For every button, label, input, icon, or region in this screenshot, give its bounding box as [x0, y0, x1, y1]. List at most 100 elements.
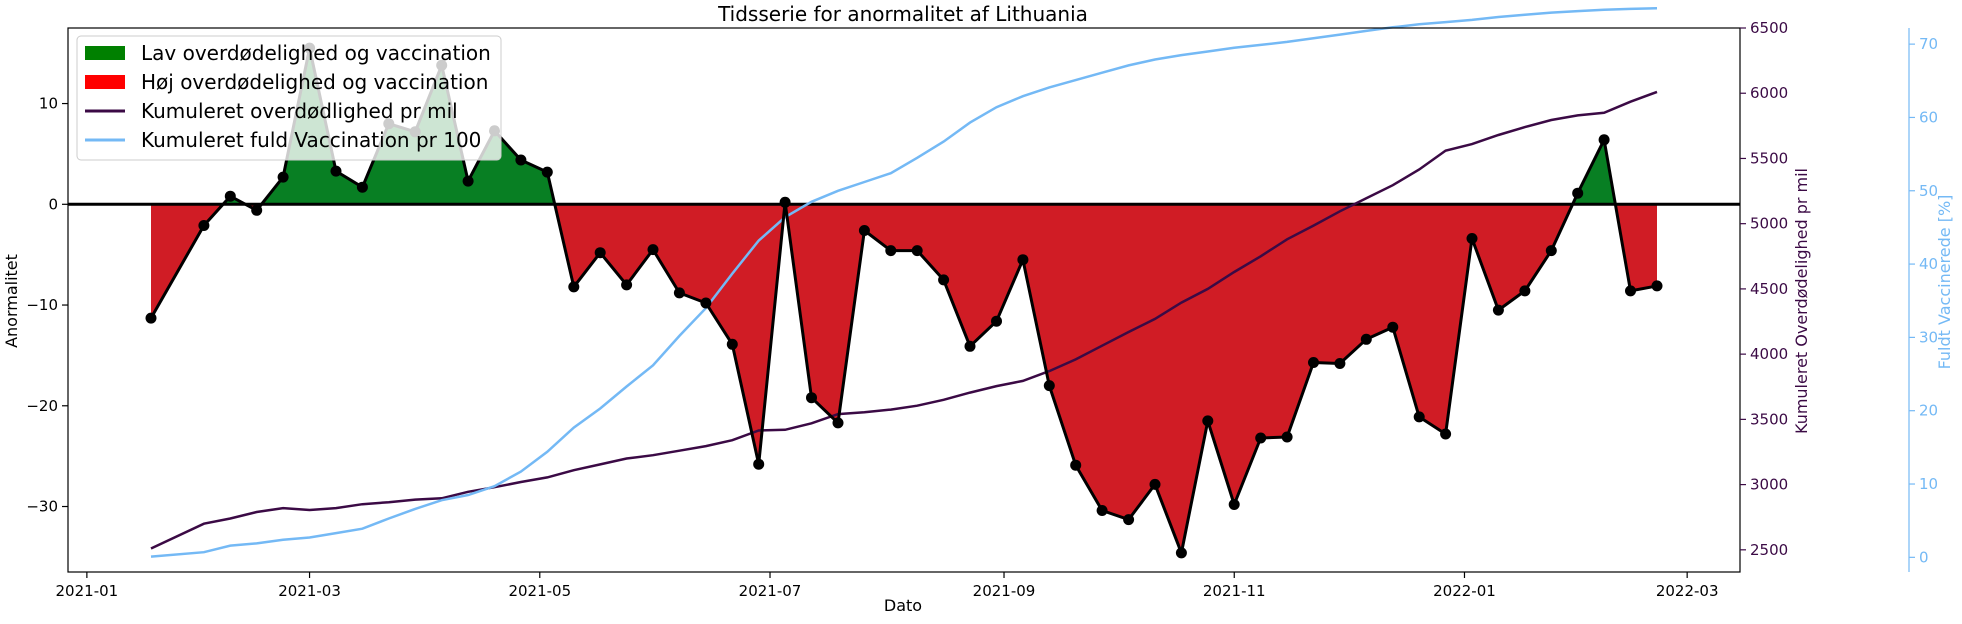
y-tick-label-right2: 10 — [1919, 475, 1938, 493]
y-tick-label-right: 3000 — [1750, 476, 1788, 494]
anomaly-point — [1281, 431, 1293, 443]
y-tick-label-left: 10 — [39, 95, 58, 113]
anomaly-point — [594, 247, 606, 259]
y-tick-label-right: 6000 — [1750, 84, 1788, 102]
x-tick-label: 2022-03 — [1656, 582, 1719, 600]
anomaly-point — [647, 244, 659, 256]
y-tick-label-left: −20 — [26, 397, 58, 415]
y-tick-label-right: 4000 — [1750, 345, 1788, 363]
anomaly-point — [911, 245, 923, 257]
anomaly-point — [1308, 357, 1319, 368]
anomaly-point — [1545, 245, 1557, 257]
y-tick-label-right2: 60 — [1919, 108, 1938, 126]
anomaly-point — [330, 165, 342, 177]
legend-label: Høj overdødelighed og vaccination — [141, 70, 488, 94]
anomaly-point — [1466, 233, 1478, 244]
low-excess-area — [1572, 139, 1616, 205]
y-tick-label-left: 0 — [48, 195, 58, 213]
anomaly-point — [1387, 321, 1399, 333]
anomaly-point — [145, 312, 157, 324]
anomaly-point — [885, 245, 897, 257]
y-tick-label-right: 2500 — [1750, 541, 1788, 559]
anomaly-point — [1017, 254, 1029, 266]
anomaly-point — [1572, 187, 1584, 199]
legend: Lav overdødelighed og vaccination Høj ove… — [76, 35, 502, 161]
anomaly-point — [1625, 285, 1636, 297]
y-tick-label-left: −30 — [26, 498, 58, 516]
anomaly-point — [224, 190, 236, 202]
anomaly-point — [251, 204, 263, 216]
x-tick-label: 2021-11 — [1203, 582, 1266, 600]
anomaly-point — [1255, 432, 1267, 444]
x-tick-label: 2021-07 — [739, 582, 802, 600]
legend-swatch — [85, 75, 125, 89]
high-excess-area — [554, 204, 785, 465]
anomaly-point — [1651, 280, 1663, 292]
cumulative-excess-line — [150, 90, 1658, 550]
anomaly-point — [621, 279, 633, 291]
y-axis-label-left: Anormalitet — [2, 254, 21, 348]
plot-layer: 2021-01 2021-03 2021-05 2021-07 2021-09 2021-… — [26, 6, 1938, 600]
x-tick-label: 2021-05 — [508, 582, 571, 600]
legend-label: Kumuleret overdødlighed pr mil — [141, 99, 458, 123]
y-tick-label-right: 4500 — [1750, 280, 1788, 298]
anomaly-point — [541, 166, 553, 178]
anomaly-point — [1202, 415, 1214, 427]
anomaly-point — [779, 196, 791, 208]
anomaly-point — [991, 315, 1002, 327]
anomaly-point — [1096, 505, 1108, 516]
anomaly-point — [1519, 285, 1531, 297]
anomaly-point — [832, 417, 844, 429]
anomaly-point — [1228, 499, 1240, 510]
anomaly-point — [726, 338, 738, 350]
anomaly-point — [1440, 428, 1452, 440]
anomaly-point — [673, 287, 685, 299]
y-tick-label-right2: 0 — [1919, 548, 1929, 566]
anomaly-point — [515, 154, 527, 166]
legend-swatch — [85, 46, 125, 60]
y-tick-label-right2: 30 — [1919, 328, 1938, 346]
y-axis-label-right: Kumuleret Overdødelighed pr mil — [1792, 168, 1811, 434]
anomaly-point — [806, 392, 817, 404]
anomaly-point — [1598, 134, 1610, 146]
plot-frame — [67, 27, 1741, 573]
anomaly-point — [1360, 333, 1372, 345]
y-tick-label-right: 6500 — [1750, 19, 1788, 37]
anomaly-point — [462, 175, 474, 187]
anomaly-point — [1175, 547, 1187, 559]
x-tick-label: 2021-03 — [278, 582, 341, 600]
anomaly-point — [1070, 459, 1082, 471]
anomaly-point — [964, 340, 976, 352]
vaccination-line — [150, 6, 1658, 558]
legend-label: Lav overdødelighed og vaccination — [141, 41, 491, 65]
high-excess-area — [785, 204, 1573, 553]
low-excess-area — [261, 48, 555, 205]
y-tick-label-right2: 70 — [1919, 35, 1938, 53]
y-tick-label-right: 5500 — [1750, 149, 1788, 167]
legend-label: Kumuleret fuld Vaccination pr 100 — [141, 128, 481, 152]
anomaly-point — [1123, 514, 1135, 526]
y-tick-label-right2: 40 — [1919, 255, 1938, 273]
legend-box — [76, 35, 502, 161]
anomaly-point — [198, 220, 210, 231]
anomaly-point — [277, 171, 289, 183]
high-excess-area — [151, 204, 223, 319]
x-tick-label: 2021-09 — [973, 582, 1036, 600]
anomaly-point — [1413, 411, 1425, 423]
y-tick-label-right: 5000 — [1750, 215, 1788, 233]
anomaly-point — [1149, 478, 1161, 490]
anomaly-point — [753, 458, 765, 470]
anomaly-point — [1043, 380, 1055, 392]
x-tick-label: 2022-01 — [1433, 582, 1496, 600]
y-axis-label-right2: Fuldt Vaccinerede [%] — [1935, 195, 1954, 370]
anomaly-point — [356, 181, 368, 193]
anomaly-point — [858, 225, 870, 236]
y-tick-label-right2: 20 — [1919, 402, 1938, 420]
y-tick-label-left: −10 — [26, 296, 58, 314]
x-axis-label: Dato — [884, 596, 922, 615]
anomaly-point — [700, 297, 712, 309]
anomaly-point — [568, 281, 580, 293]
anomaly-point — [938, 274, 950, 286]
